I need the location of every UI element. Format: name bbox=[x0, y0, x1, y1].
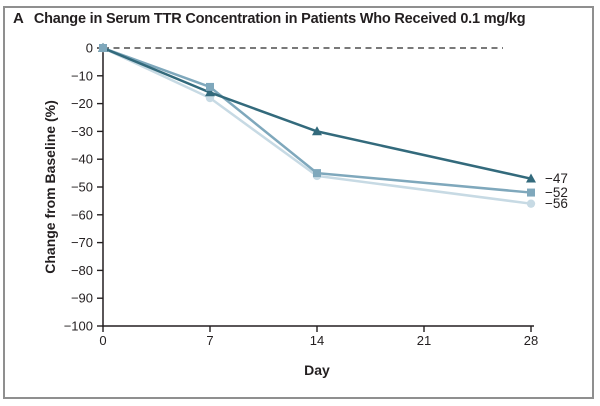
x-tick-label: 0 bbox=[99, 333, 106, 348]
marker-square bbox=[206, 82, 214, 91]
marker-circle bbox=[526, 199, 536, 208]
x-axis-title: Day bbox=[304, 362, 330, 378]
y-tick-label: −60 bbox=[71, 207, 93, 222]
y-tick-label: −20 bbox=[71, 96, 93, 111]
marker-square bbox=[527, 188, 535, 197]
y-tick-label: −70 bbox=[71, 235, 93, 250]
x-tick-label: 7 bbox=[206, 333, 213, 348]
marker-triangle bbox=[312, 126, 322, 136]
series-end-value-label: −52 bbox=[545, 185, 568, 200]
panel-label: A bbox=[13, 10, 24, 27]
y-tick-label: −90 bbox=[71, 291, 93, 306]
y-tick-label: −30 bbox=[71, 124, 93, 139]
series-line-circle bbox=[101, 46, 533, 205]
figure-title: Change in Serum TTR Concentration in Pat… bbox=[33, 11, 526, 27]
y-axis-title: Change from Baseline (%) bbox=[42, 100, 58, 274]
y-tick-label: −50 bbox=[71, 180, 93, 195]
y-tick-label: 0 bbox=[86, 41, 93, 56]
series-line-triangle bbox=[101, 46, 533, 180]
y-tick-label: −80 bbox=[71, 263, 93, 278]
x-tick-label: 14 bbox=[310, 333, 324, 348]
y-tick-label: −40 bbox=[71, 152, 93, 167]
marker-square bbox=[313, 169, 321, 178]
y-tick-label: −100 bbox=[64, 319, 93, 334]
y-tick-label: −10 bbox=[71, 68, 93, 83]
series-end-value-label: −47 bbox=[545, 171, 568, 186]
x-tick-label: 21 bbox=[417, 333, 431, 348]
series-end-value-label: −56 bbox=[545, 196, 568, 211]
x-tick-label: 28 bbox=[524, 333, 538, 348]
figure-title-row: A Change in Serum TTR Concentration in P… bbox=[13, 10, 526, 27]
marker-square bbox=[99, 44, 107, 52]
series-line-square bbox=[101, 46, 533, 194]
figure-frame bbox=[3, 6, 594, 399]
marker-triangle bbox=[205, 87, 215, 97]
marker-triangle bbox=[526, 173, 536, 183]
